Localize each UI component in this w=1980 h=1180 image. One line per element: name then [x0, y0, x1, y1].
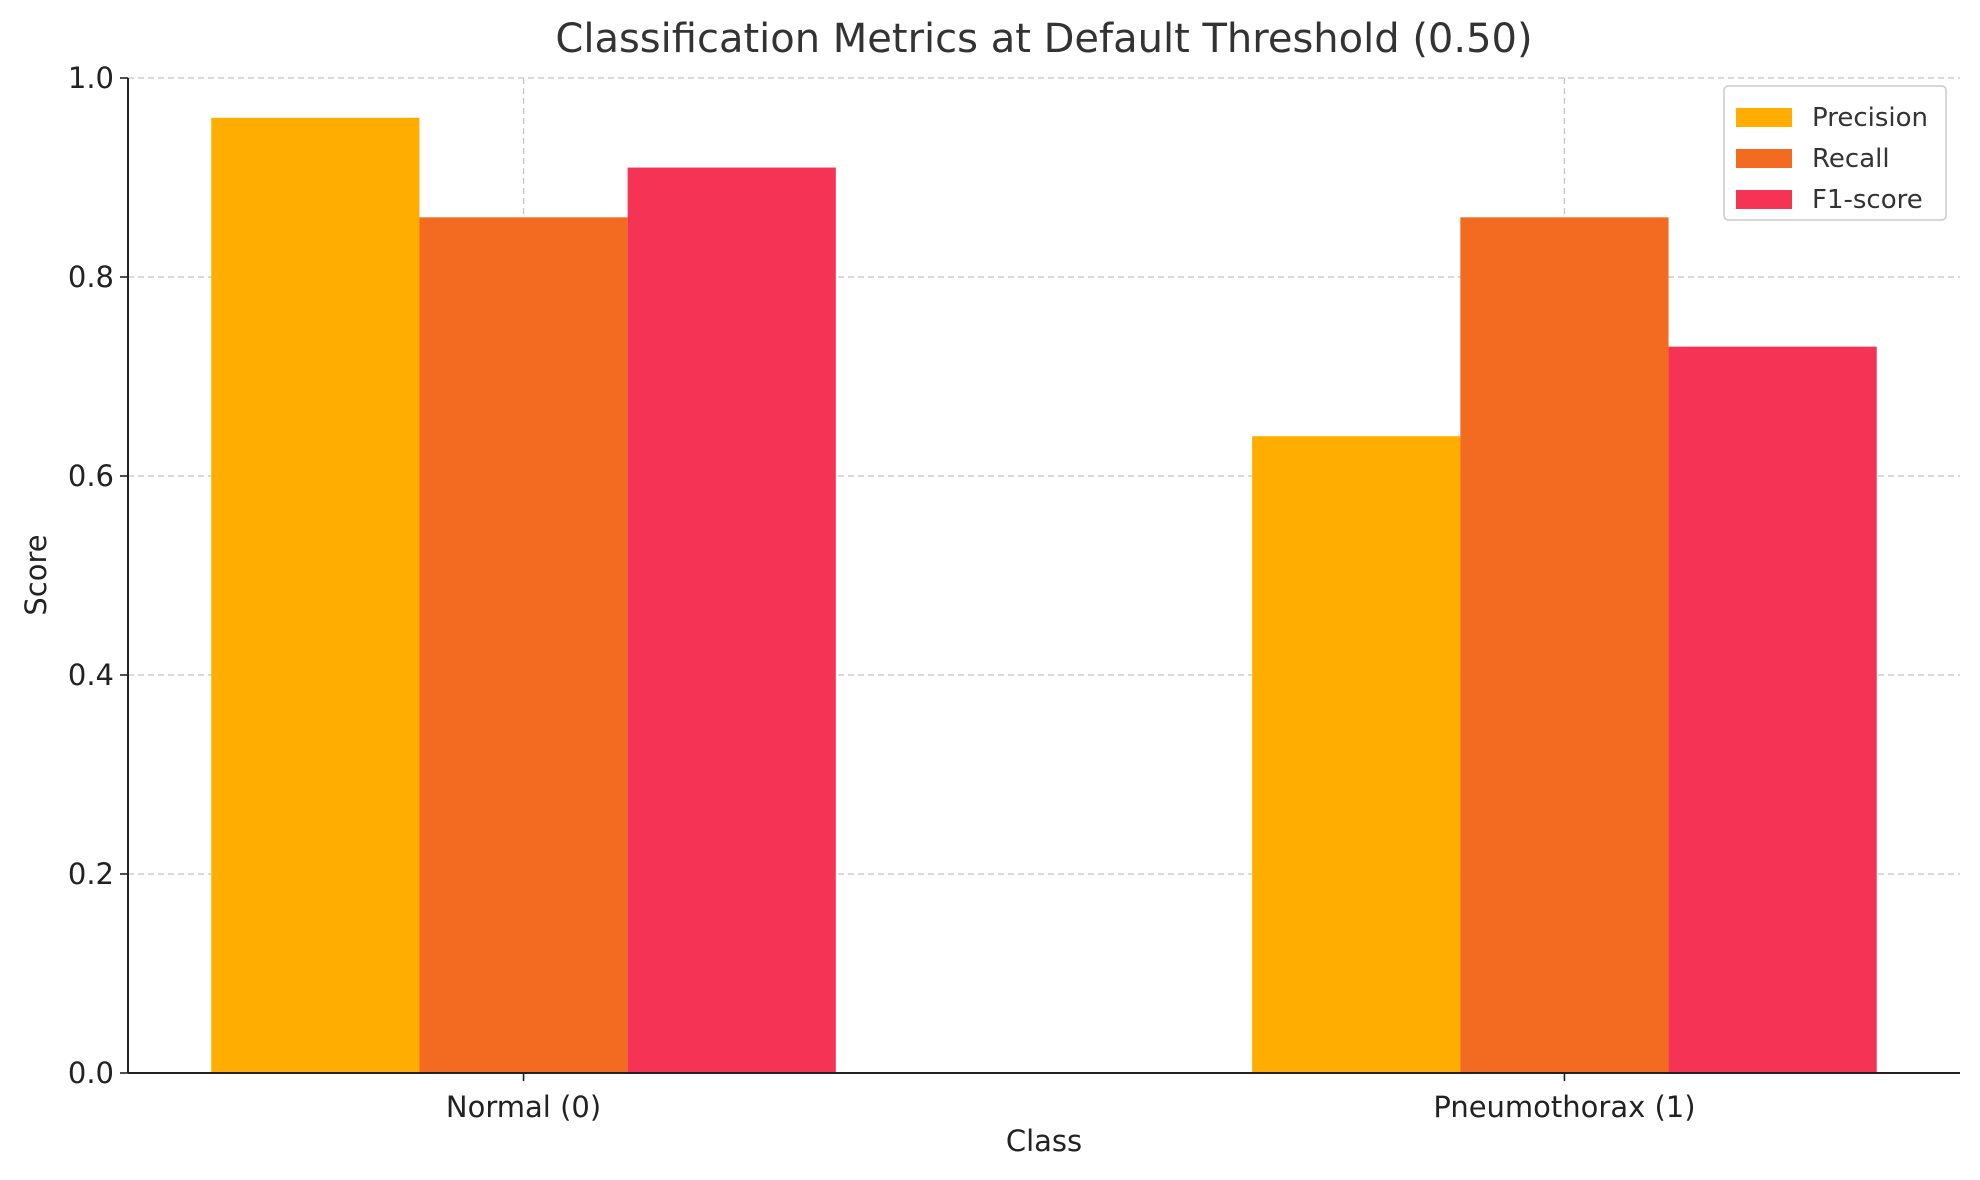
legend-label: Recall — [1812, 144, 1890, 174]
legend-swatch — [1736, 190, 1792, 209]
legend-swatch — [1736, 108, 1792, 127]
x-tick-label: Normal (0) — [446, 1090, 601, 1124]
bar-f1-score-0 — [627, 167, 836, 1074]
legend-label: F1-score — [1812, 185, 1923, 215]
bar-precision-1 — [1252, 436, 1461, 1073]
x-axis-label: Class — [1006, 1124, 1082, 1158]
legend-label: Precision — [1812, 103, 1928, 133]
legend-swatch — [1736, 149, 1792, 168]
y-axis-ticks: 0.0 0.2 0.4 0.6 0.8 1.0 — [68, 61, 128, 1090]
bar-precision-0 — [211, 117, 420, 1074]
x-tick-label: Pneumothorax (1) — [1433, 1090, 1695, 1124]
bars — [211, 117, 1877, 1074]
y-tick-label: 0.2 — [68, 857, 114, 891]
legend: Precision Recall F1-score — [1723, 85, 1947, 221]
bar-recall-1 — [1460, 217, 1669, 1074]
bar-recall-0 — [419, 217, 628, 1074]
y-tick-label: 0.8 — [68, 260, 114, 294]
y-tick-label: 0.4 — [68, 658, 114, 692]
y-tick-label: 0.0 — [68, 1056, 114, 1090]
chart-title: Classification Metrics at Default Thresh… — [555, 16, 1532, 62]
y-axis-label: Score — [19, 534, 53, 615]
y-tick-label: 1.0 — [68, 61, 114, 95]
x-axis-ticks: Normal (0) Pneumothorax (1) — [446, 1073, 1696, 1124]
bar-f1-score-1 — [1668, 346, 1877, 1073]
axes — [127, 78, 1960, 1074]
y-tick-label: 0.6 — [68, 459, 114, 493]
